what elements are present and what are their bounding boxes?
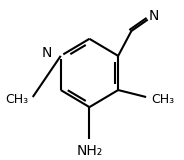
Text: N: N bbox=[42, 46, 52, 60]
Text: CH₃: CH₃ bbox=[151, 93, 174, 106]
Text: N: N bbox=[148, 9, 159, 23]
Text: NH₂: NH₂ bbox=[76, 144, 102, 158]
Text: CH₃: CH₃ bbox=[5, 93, 28, 106]
